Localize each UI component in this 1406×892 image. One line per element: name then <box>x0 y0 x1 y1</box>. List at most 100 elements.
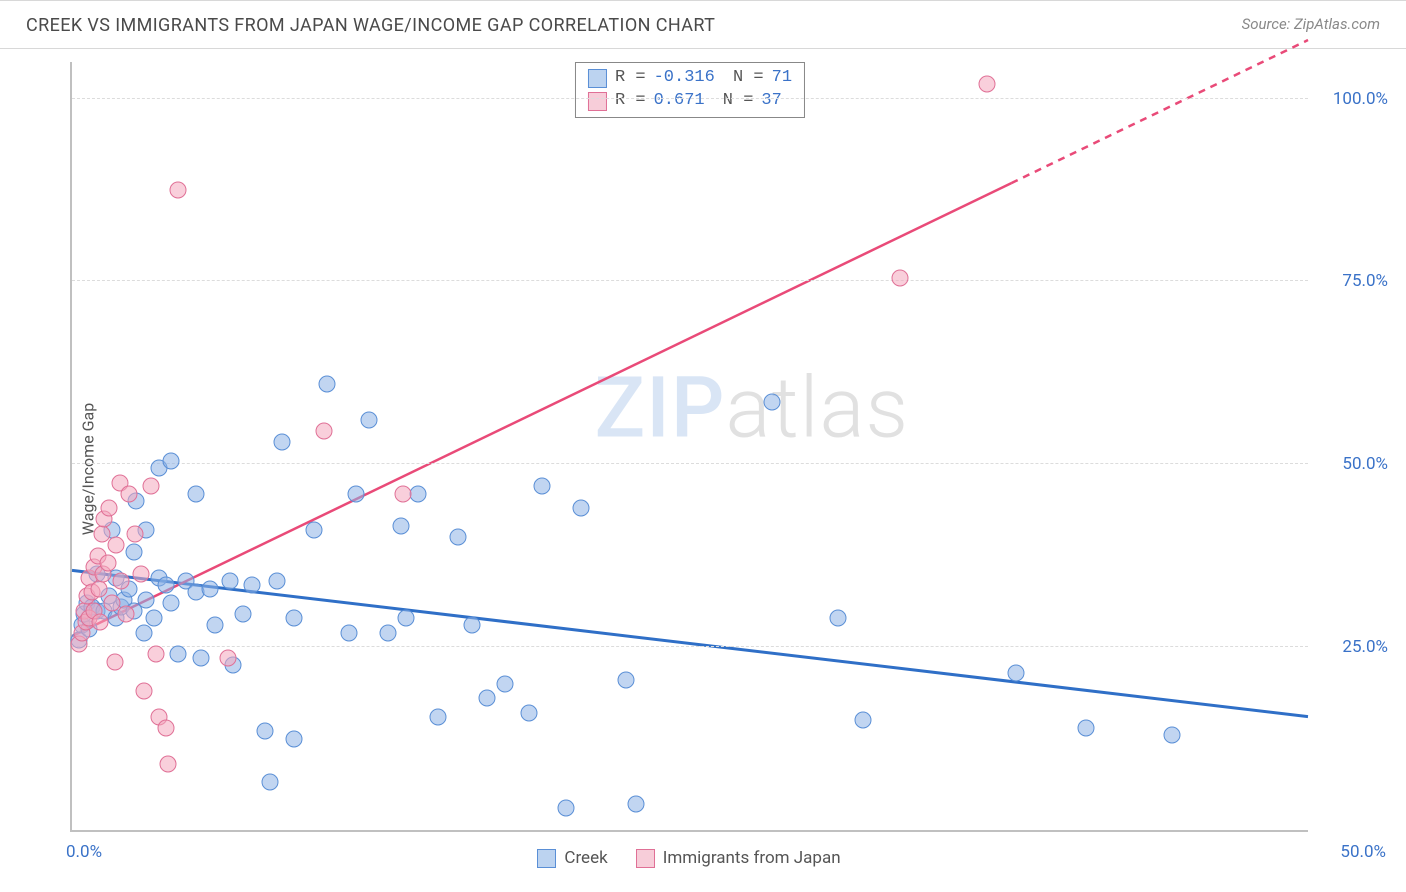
swatch-japan <box>588 92 607 111</box>
data-point <box>160 756 177 773</box>
data-point <box>306 522 323 539</box>
data-point <box>219 650 236 667</box>
data-point <box>157 576 174 593</box>
data-point <box>202 580 219 597</box>
stat-r-label: R = <box>615 90 646 113</box>
data-point <box>187 485 204 502</box>
legend-item-creek: Creek <box>537 848 607 868</box>
stat-n-japan: 37 <box>761 90 781 113</box>
header: CREEK VS IMMIGRANTS FROM JAPAN WAGE/INCO… <box>0 0 1406 49</box>
legend-swatch-japan <box>636 849 655 868</box>
data-point <box>256 723 273 740</box>
data-point <box>120 485 137 502</box>
data-point <box>830 609 847 626</box>
ytick-label: 75.0% <box>1316 271 1388 291</box>
stats-legend-box: R = -0.316 N = 71 R = 0.671 N = 37 <box>575 62 805 118</box>
data-point <box>392 518 409 535</box>
data-point <box>978 75 995 92</box>
data-point <box>135 683 152 700</box>
data-point <box>148 646 165 663</box>
data-point <box>244 576 261 593</box>
data-point <box>93 525 110 542</box>
plot-region: ZIPatlas R = -0.316 N = 71 R = 0.671 N =… <box>70 62 1308 832</box>
trend-lines <box>72 62 1308 830</box>
data-point <box>222 573 239 590</box>
stat-r-creek: -0.316 <box>654 67 715 90</box>
data-point <box>138 591 155 608</box>
data-point <box>118 606 135 623</box>
legend-label-japan: Immigrants from Japan <box>663 848 841 868</box>
data-point <box>763 394 780 411</box>
chart-title: CREEK VS IMMIGRANTS FROM JAPAN WAGE/INCO… <box>26 15 715 36</box>
stat-n-creek: 71 <box>772 67 792 90</box>
xtick-label: 50.0% <box>1340 842 1386 862</box>
data-point <box>234 606 251 623</box>
gridline-h <box>72 646 1308 647</box>
data-point <box>113 573 130 590</box>
legend-label-creek: Creek <box>564 848 607 868</box>
data-point <box>135 624 152 641</box>
stat-n-label: N = <box>713 90 754 113</box>
stat-n-label: N = <box>723 67 764 90</box>
swatch-creek <box>588 69 607 88</box>
data-point <box>286 730 303 747</box>
data-point <box>573 500 590 517</box>
source-prefix: Source: <box>1242 15 1294 33</box>
legend-swatch-creek <box>537 849 556 868</box>
data-point <box>496 675 513 692</box>
data-point <box>274 434 291 451</box>
stat-r-japan: 0.671 <box>654 90 705 113</box>
data-point <box>521 704 538 721</box>
data-point <box>261 774 278 791</box>
data-point <box>143 478 160 495</box>
bottom-legend: Creek Immigrants from Japan <box>70 848 1308 868</box>
data-point <box>286 609 303 626</box>
data-point <box>207 617 224 634</box>
data-point <box>162 452 179 469</box>
data-point <box>410 485 427 502</box>
ytick-label: 50.0% <box>1316 454 1388 474</box>
source-name: ZipAtlas.com <box>1294 15 1380 33</box>
data-point <box>892 269 909 286</box>
data-point <box>558 800 575 817</box>
data-point <box>479 690 496 707</box>
data-point <box>533 478 550 495</box>
gridline-h <box>72 280 1308 281</box>
source-attribution: Source: ZipAtlas.com <box>1242 15 1380 33</box>
data-point <box>627 796 644 813</box>
stats-row-japan: R = 0.671 N = 37 <box>588 90 792 113</box>
stats-row-creek: R = -0.316 N = 71 <box>588 67 792 90</box>
data-point <box>99 555 116 572</box>
data-point <box>125 544 142 561</box>
data-point <box>316 423 333 440</box>
ytick-label: 100.0% <box>1316 89 1388 109</box>
data-point <box>269 573 286 590</box>
data-point <box>103 595 120 612</box>
data-point <box>192 650 209 667</box>
data-point <box>380 624 397 641</box>
data-point <box>133 566 150 583</box>
data-point <box>1077 719 1094 736</box>
data-point <box>145 609 162 626</box>
gridline-h <box>72 463 1308 464</box>
data-point <box>360 412 377 429</box>
data-point <box>340 624 357 641</box>
data-point <box>429 708 446 725</box>
data-point <box>107 653 124 670</box>
data-point <box>617 672 634 689</box>
data-point <box>1164 726 1181 743</box>
data-point <box>108 536 125 553</box>
data-point <box>162 595 179 612</box>
data-point <box>170 646 187 663</box>
data-point <box>318 375 335 392</box>
data-point <box>397 609 414 626</box>
stat-r-label: R = <box>615 67 646 90</box>
data-point <box>101 500 118 517</box>
data-point <box>92 613 109 630</box>
gridline-h <box>72 98 1308 99</box>
chart-container: CREEK VS IMMIGRANTS FROM JAPAN WAGE/INCO… <box>0 0 1406 892</box>
data-point <box>464 617 481 634</box>
data-point <box>855 712 872 729</box>
data-point <box>170 182 187 199</box>
data-point <box>127 525 144 542</box>
